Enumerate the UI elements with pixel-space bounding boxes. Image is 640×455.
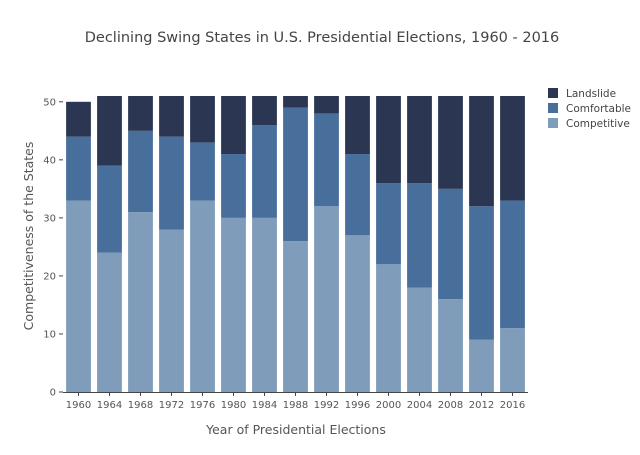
bar-landslide-2012 <box>469 96 494 207</box>
bar-comfortable-1976 <box>190 142 215 201</box>
x-tick-label: 2008 <box>438 400 463 411</box>
legend-label-landslide: Landslide <box>566 88 616 100</box>
legend-item-comfortable[interactable]: Comfortable <box>548 103 631 115</box>
bar-landslide-1988 <box>283 96 308 108</box>
bar-comfortable-1992 <box>314 113 339 207</box>
bar-landslide-1976 <box>190 96 215 143</box>
bar-comfortable-2004 <box>407 183 432 288</box>
bar-landslide-1992 <box>314 96 339 114</box>
y-axis: 0 10 20 30 40 50 <box>43 97 63 399</box>
legend: Landslide Comfortable Competitive <box>548 88 631 130</box>
bar-competitive-1980 <box>221 217 246 392</box>
bar-landslide-1984 <box>252 96 277 126</box>
bar-competitive-2008 <box>438 299 463 392</box>
x-tick-label: 1976 <box>190 400 215 411</box>
y-tick-label: 30 <box>43 213 56 224</box>
bar-landslide-2008 <box>438 96 463 189</box>
x-tick-label: 1960 <box>66 400 91 411</box>
legend-item-landslide[interactable]: Landslide <box>548 88 616 100</box>
bar-landslide-2004 <box>407 96 432 184</box>
x-tick-label: 2000 <box>376 400 401 411</box>
bar-competitive-1984 <box>252 217 277 392</box>
bar-competitive-1996 <box>345 235 370 392</box>
bar-comfortable-1996 <box>345 154 370 236</box>
bar-comfortable-1984 <box>252 125 277 218</box>
bar-comfortable-2016 <box>500 200 525 329</box>
bar-landslide-1960 <box>66 101 91 137</box>
bar-comfortable-1960 <box>66 136 91 201</box>
x-tick-label: 1984 <box>252 400 277 411</box>
bar-comfortable-2008 <box>438 188 463 300</box>
legend-label-competitive: Competitive <box>566 118 630 130</box>
bar-competitive-1972 <box>159 229 184 392</box>
x-axis: 1960 1964 1968 1972 1976 1980 1984 1988 1992 1996… <box>63 392 528 411</box>
x-tick-label: 1964 <box>97 400 122 411</box>
x-tick-label: 1968 <box>128 400 153 411</box>
bar-competitive-1960 <box>66 200 91 392</box>
y-tick-label: 40 <box>43 155 56 166</box>
bar-landslide-1980 <box>221 96 246 155</box>
bar-comfortable-1964 <box>97 165 122 253</box>
bar-competitive-1976 <box>190 200 215 392</box>
bar-competitive-1992 <box>314 206 339 392</box>
x-axis-title: Year of Presidential Elections <box>205 422 386 437</box>
x-tick-label: 1992 <box>314 400 339 411</box>
bar-competitive-1988 <box>283 241 308 392</box>
bar-comfortable-2000 <box>376 183 401 265</box>
x-tick-label: 1980 <box>221 400 246 411</box>
y-tick-label: 20 <box>43 271 56 282</box>
bar-competitive-2000 <box>376 264 401 392</box>
bar-competitive-2016 <box>500 328 525 392</box>
bar-landslide-2000 <box>376 96 401 184</box>
bar-comfortable-2012 <box>469 206 494 340</box>
y-tick-label: 0 <box>50 388 56 399</box>
bar-comfortable-1968 <box>128 130 153 213</box>
legend-swatch-competitive <box>548 118 558 128</box>
x-tick-label: 1996 <box>345 400 370 411</box>
y-tick-label: 10 <box>43 329 56 340</box>
x-tick-label: 2004 <box>407 400 432 411</box>
bars-layer <box>66 96 525 392</box>
legend-label-comfortable: Comfortable <box>566 103 631 115</box>
legend-swatch-landslide <box>548 88 558 98</box>
bar-competitive-2012 <box>469 339 494 392</box>
chart-title: Declining Swing States in U.S. President… <box>85 30 560 46</box>
bar-competitive-2004 <box>407 287 432 392</box>
x-tick-label: 2012 <box>469 400 494 411</box>
legend-swatch-comfortable <box>548 103 558 113</box>
bar-landslide-1968 <box>128 96 153 131</box>
bar-comfortable-1972 <box>159 136 184 230</box>
bar-competitive-1964 <box>97 252 122 392</box>
bar-landslide-1972 <box>159 96 184 137</box>
bar-competitive-1968 <box>128 212 153 392</box>
bar-comfortable-1980 <box>221 154 246 218</box>
bar-landslide-2016 <box>500 96 525 201</box>
bar-comfortable-1988 <box>283 107 308 242</box>
x-tick-label: 1972 <box>159 400 184 411</box>
bar-landslide-1964 <box>97 96 122 166</box>
bar-landslide-1996 <box>345 96 370 155</box>
x-tick-label: 2016 <box>500 400 525 411</box>
legend-item-competitive[interactable]: Competitive <box>548 118 630 130</box>
x-tick-label: 1988 <box>283 400 308 411</box>
y-axis-title: Competitiveness of the States <box>21 142 36 331</box>
y-tick-label: 50 <box>43 97 56 108</box>
